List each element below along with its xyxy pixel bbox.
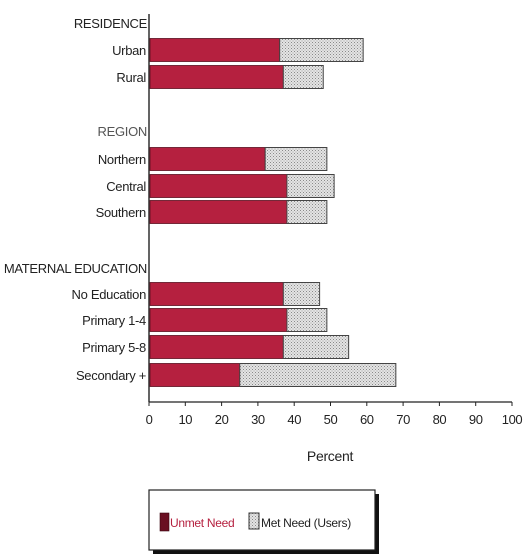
bar-unmet-need: [149, 282, 284, 306]
category-label: Secondary +: [76, 368, 146, 383]
legend-box: [148, 489, 376, 551]
x-tick-label: 100: [502, 412, 523, 427]
category-label: Northern: [98, 152, 146, 167]
x-tick-label: 10: [178, 412, 192, 427]
bar-unmet-need: [149, 38, 281, 62]
bar-unmet-need: [149, 200, 288, 224]
bar-met-need: [282, 282, 321, 306]
bar-met-need: [264, 147, 328, 171]
bar-met-need: [286, 174, 335, 198]
x-tick-label: 30: [251, 412, 265, 427]
bar-unmet-need: [149, 147, 266, 171]
category-label: No Education: [72, 287, 147, 302]
x-axis-label: Percent: [307, 448, 354, 464]
legend-swatch-met: [248, 512, 260, 530]
x-tick-label: 80: [433, 412, 447, 427]
category-label: Central: [106, 179, 146, 194]
x-tick-label: 20: [215, 412, 229, 427]
bar-met-need: [282, 335, 350, 359]
bar-met-need: [279, 38, 364, 62]
bar-met-need: [286, 200, 328, 224]
x-tick-label: 90: [469, 412, 483, 427]
x-tick-label: 50: [324, 412, 338, 427]
bar-unmet-need: [149, 174, 288, 198]
bar-met-need: [282, 65, 324, 89]
x-tick-label: 70: [396, 412, 410, 427]
bar-unmet-need: [149, 308, 288, 332]
bar-met-need: [239, 363, 397, 387]
category-label: Rural: [116, 70, 146, 85]
category-label: Urban: [112, 43, 146, 58]
bar-unmet-need: [149, 363, 241, 387]
x-tick-label: 0: [146, 412, 153, 427]
bar-unmet-need: [149, 335, 284, 359]
legend-label-unmet: Unmet Need: [170, 516, 234, 530]
category-label: Primary 5-8: [82, 340, 146, 355]
legend-swatch-unmet: [159, 512, 170, 532]
legend-label-met: Met Need (Users): [261, 516, 351, 530]
category-label: Primary 1-4: [82, 313, 146, 328]
x-tick-label: 40: [287, 412, 301, 427]
group-heading: RESIDENCE: [74, 16, 148, 31]
group-heading: MATERNAL EDUCATION: [4, 261, 147, 276]
category-label: Southern: [96, 205, 146, 220]
x-tick-label: 60: [360, 412, 374, 427]
bar-met-need: [286, 308, 328, 332]
chart-plot-area: RESIDENCE REGION MATERNAL EDUCATION Urban Ru…: [4, 14, 523, 554]
bar-unmet-need: [149, 65, 284, 89]
group-heading: REGION: [98, 124, 147, 139]
